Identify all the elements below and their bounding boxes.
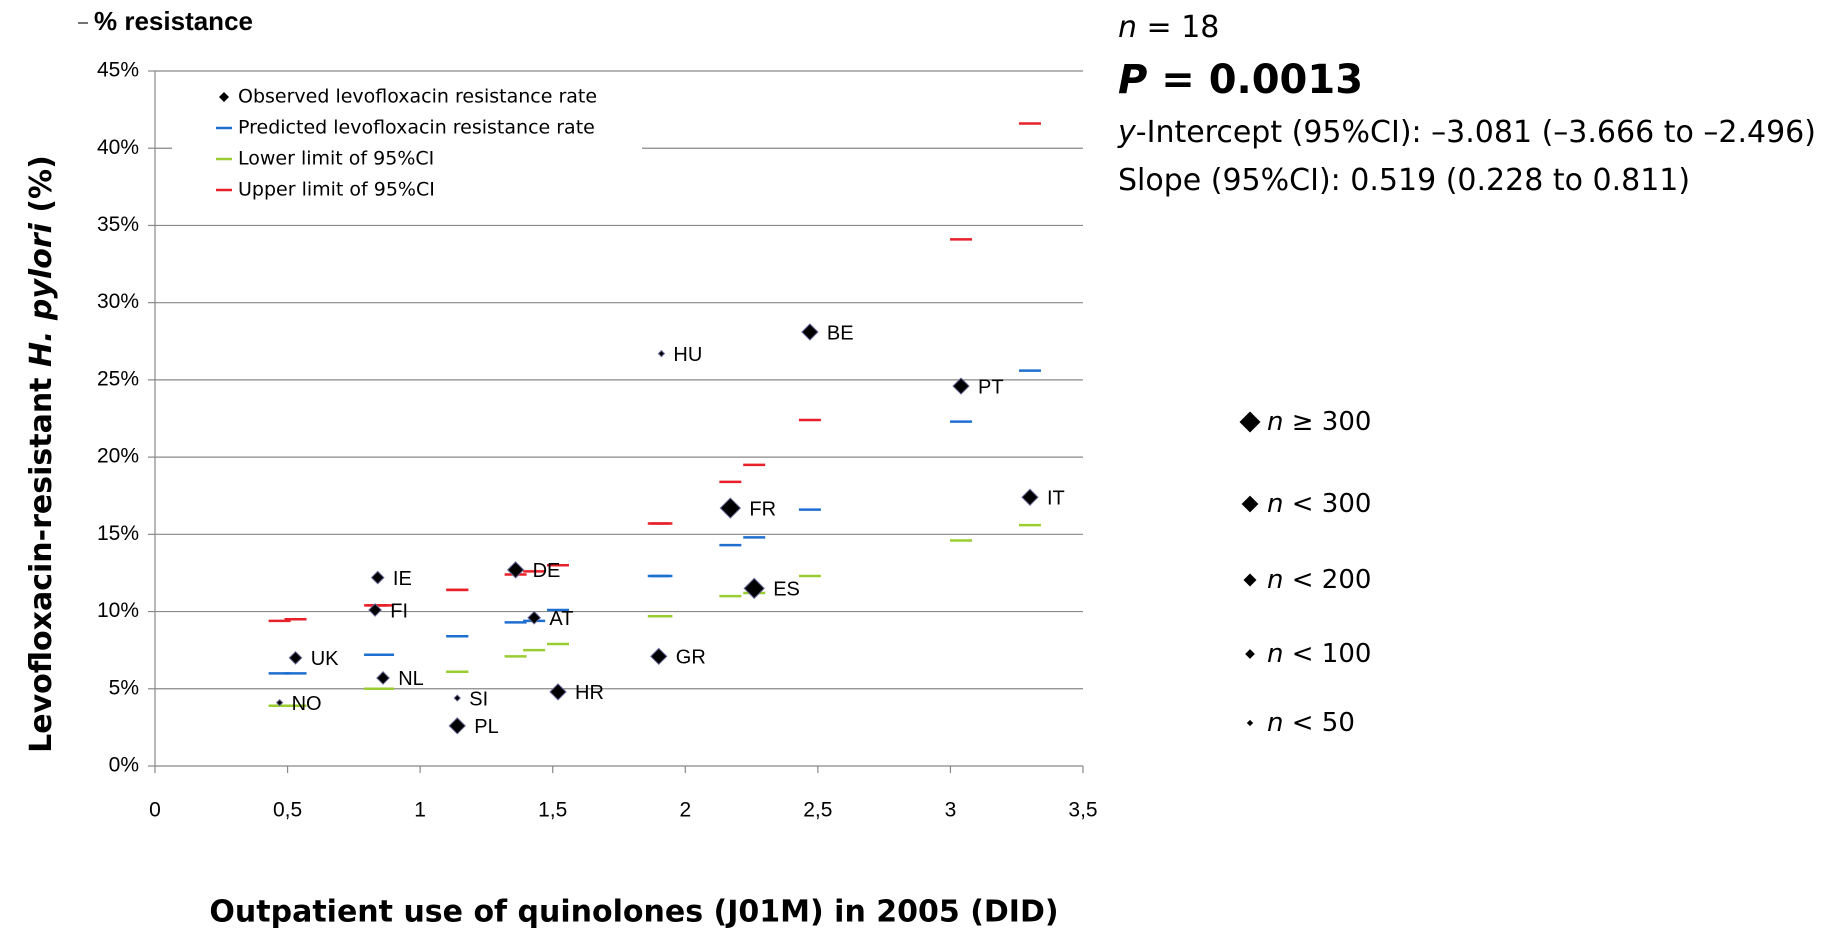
observed-point xyxy=(801,323,819,341)
size-text: ≥ 300 xyxy=(1283,407,1371,437)
legend-label: Upper limit of 95%CI xyxy=(238,179,435,201)
stat-italic: P xyxy=(1118,57,1147,103)
observed-point xyxy=(1021,488,1039,506)
size-symbol: n xyxy=(1267,489,1283,519)
y-tick-label: 5% xyxy=(109,676,139,699)
y-tick-label: 30% xyxy=(97,290,139,313)
stat-italic: n xyxy=(1118,10,1137,45)
size-text: < 50 xyxy=(1283,708,1354,738)
size-legend-label: n ≥ 300 xyxy=(1267,407,1371,437)
size-legend-marker xyxy=(1246,719,1254,727)
point-label: PT xyxy=(978,376,1004,398)
point-label: NO xyxy=(292,693,322,715)
x-tick-label: 0 xyxy=(149,799,161,822)
stat-line: P = 0.0013 xyxy=(1118,57,1363,103)
observed-point xyxy=(370,570,385,585)
observed-point xyxy=(952,377,970,395)
point-label: IE xyxy=(393,568,412,590)
size-legend-label: n < 100 xyxy=(1267,639,1371,669)
stat-text: = 18 xyxy=(1137,10,1219,45)
x-tick-label: 3,5 xyxy=(1068,799,1097,822)
point-label: IT xyxy=(1047,488,1065,510)
point-label: FI xyxy=(390,600,408,622)
y-title-part: H. pylori xyxy=(24,222,59,367)
stat-line: y-Intercept (95%CI): –3.081 (–3.666 to –… xyxy=(1117,115,1816,150)
point-label: DE xyxy=(533,560,561,582)
legend-background xyxy=(172,77,642,212)
size-text: < 200 xyxy=(1283,565,1371,595)
size-symbol: n xyxy=(1267,639,1283,669)
y-axis-title: Levofloxacin-resistant H. pylori (%) xyxy=(24,155,59,753)
point-label: BE xyxy=(827,322,854,344)
size-legend-marker xyxy=(1245,649,1255,659)
size-legend-label: n < 200 xyxy=(1267,565,1371,595)
observed-point xyxy=(288,650,303,665)
x-tick-label: 2,5 xyxy=(803,799,832,822)
size-legend-marker xyxy=(1239,411,1261,433)
observed-point xyxy=(376,671,390,685)
y-title-part: Levofloxacin-resistant xyxy=(24,367,59,753)
legend-label: Observed levofloxacin resistance rate xyxy=(238,86,597,108)
observed-point xyxy=(549,683,567,701)
legend-marker xyxy=(219,92,229,102)
x-tick-label: 0,5 xyxy=(273,799,302,822)
y-tick-label: 15% xyxy=(97,522,139,545)
point-label: PL xyxy=(474,716,498,738)
observed-point xyxy=(368,603,382,617)
y-tick-label: 40% xyxy=(97,136,139,159)
point-label: UK xyxy=(311,648,339,670)
corner-label: % resistance xyxy=(94,6,253,36)
size-symbol: n xyxy=(1267,708,1283,738)
point-label: HR xyxy=(575,682,604,704)
observed-point xyxy=(448,717,466,735)
x-tick-label: 1 xyxy=(414,799,426,822)
observed-point xyxy=(506,561,525,579)
observed-point xyxy=(527,610,542,625)
point-label: NL xyxy=(398,668,424,690)
point-label: FR xyxy=(749,498,776,520)
point-label: HU xyxy=(673,344,702,366)
x-axis-title: Outpatient use of quinolones (J01M) in 2… xyxy=(209,895,1058,930)
size-legend-marker xyxy=(1241,495,1259,513)
y-tick-label: 20% xyxy=(97,445,139,468)
observed-point xyxy=(275,698,284,707)
x-tick-label: 2 xyxy=(679,799,691,822)
size-legend-label: n < 300 xyxy=(1267,489,1371,519)
y-tick-label: 0% xyxy=(109,754,139,777)
size-symbol: n xyxy=(1267,565,1283,595)
point-label: AT xyxy=(549,608,573,630)
size-text: < 300 xyxy=(1283,489,1371,519)
point-label: ES xyxy=(773,579,800,601)
size-text: < 100 xyxy=(1283,639,1371,669)
size-legend-marker xyxy=(1243,573,1257,587)
observed-point xyxy=(650,647,668,666)
size-symbol: n xyxy=(1267,407,1283,437)
observed-point xyxy=(719,497,742,519)
stat-line: Slope (95%CI): 0.519 (0.228 to 0.811) xyxy=(1118,163,1690,198)
legend-label: Predicted levofloxacin resistance rate xyxy=(238,117,595,139)
observed-point xyxy=(657,349,666,358)
observed-point xyxy=(453,694,461,702)
stat-text: -Intercept (95%CI): –3.081 (–3.666 to –2… xyxy=(1136,115,1816,150)
stat-text: = 0.0013 xyxy=(1147,57,1363,103)
size-legend-label: n < 50 xyxy=(1267,708,1355,738)
x-tick-label: 1,5 xyxy=(538,799,567,822)
point-label: SI xyxy=(469,688,488,710)
stat-italic: y xyxy=(1117,115,1137,150)
x-tick-label: 3 xyxy=(945,799,957,822)
y-tick-label: 45% xyxy=(97,59,139,82)
y-title-part: (%) xyxy=(24,155,59,223)
observed-point xyxy=(743,577,765,600)
point-label: GR xyxy=(676,647,706,669)
y-tick-label: 35% xyxy=(97,213,139,236)
legend-label: Lower limit of 95%CI xyxy=(238,148,434,170)
stat-text: Slope (95%CI): 0.519 (0.228 to 0.811) xyxy=(1118,163,1690,198)
y-tick-label: 10% xyxy=(97,599,139,622)
y-tick-label: 25% xyxy=(97,367,139,390)
stat-line: n = 18 xyxy=(1118,10,1219,45)
